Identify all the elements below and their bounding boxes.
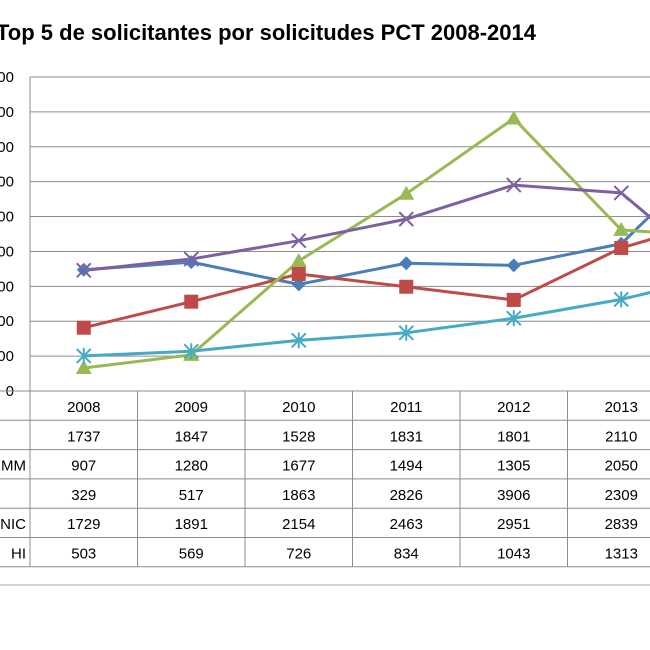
data-point-triangle xyxy=(398,185,415,200)
data-point-square xyxy=(399,279,414,294)
data-point-x xyxy=(506,177,522,193)
table-cell: 1313 xyxy=(605,546,638,563)
table-cell: 2110 xyxy=(605,428,637,445)
series-label: MM xyxy=(1,458,26,475)
y-tick-label: 3000 xyxy=(0,174,14,191)
data-point-star xyxy=(506,310,522,327)
table-cell: 2050 xyxy=(605,458,638,475)
data-point-x xyxy=(613,185,629,201)
data-point-square xyxy=(291,266,306,281)
table-cell: 2154 xyxy=(282,516,315,533)
data-point-square xyxy=(614,240,629,255)
data-point-diamond xyxy=(184,255,199,270)
y-tick-label: 500 xyxy=(0,348,14,365)
data-point-diamond xyxy=(399,256,414,271)
table-cell: 2826 xyxy=(390,487,423,504)
series-label: NIC xyxy=(0,516,26,533)
data-point-square xyxy=(184,294,199,309)
y-tick-label: 2500 xyxy=(0,209,14,226)
data-point-star xyxy=(291,332,307,349)
table-cell: 1528 xyxy=(282,428,315,445)
series-label: HI xyxy=(11,546,26,563)
table-cell: 1677 xyxy=(282,458,315,475)
x-category-label: 2009 xyxy=(175,399,208,416)
data-point-square xyxy=(76,320,91,335)
table-cell: 1043 xyxy=(497,546,530,563)
data-point-star xyxy=(398,324,414,341)
data-point-triangle xyxy=(505,110,522,125)
table-cell: 907 xyxy=(71,458,96,475)
table-cell: 569 xyxy=(179,546,204,563)
data-point-triangle xyxy=(613,221,630,236)
x-category-label: 2011 xyxy=(390,399,422,416)
x-category-label: 2012 xyxy=(497,399,530,416)
x-category-label: 2008 xyxy=(67,399,100,416)
table-cell: 2951 xyxy=(497,516,530,533)
data-point-diamond xyxy=(506,258,521,273)
table-cell: 503 xyxy=(71,546,96,563)
table-cell: 1863 xyxy=(282,487,315,504)
data-point-star xyxy=(183,343,199,360)
data-point-square xyxy=(506,292,521,307)
table-cell: 329 xyxy=(71,487,96,504)
table-cell: 1729 xyxy=(67,516,100,533)
table-cell: 1494 xyxy=(390,458,423,475)
y-tick-label: 2000 xyxy=(0,243,14,260)
data-point-triangle xyxy=(290,253,307,268)
x-category-label: 2013 xyxy=(605,399,638,416)
y-tick-label: 1000 xyxy=(0,313,14,330)
x-category-label: 2010 xyxy=(282,399,315,416)
table-cell: 1831 xyxy=(390,428,423,445)
y-tick-label: 1500 xyxy=(0,278,14,295)
data-point-triangle xyxy=(75,360,92,375)
table-cell: 2839 xyxy=(605,516,638,533)
y-tick-label: 4500 xyxy=(0,69,14,86)
table-cell: 1305 xyxy=(497,458,530,475)
data-point-x xyxy=(76,262,92,279)
data-point-star xyxy=(613,291,629,308)
table-cell: 834 xyxy=(394,546,419,563)
y-tick-label: 3500 xyxy=(0,139,14,156)
table-cell: 1280 xyxy=(175,458,208,475)
series-line xyxy=(83,183,650,272)
table-cell: 2463 xyxy=(390,516,423,533)
data-point-x xyxy=(291,232,307,249)
table-cell: 3906 xyxy=(497,487,530,504)
data-point-x xyxy=(398,211,414,227)
table-cell: 726 xyxy=(286,546,311,563)
chart-title: Top 5 de solicitantes por solicitudes PC… xyxy=(0,20,536,45)
table-cell: 1891 xyxy=(175,516,208,533)
series-line xyxy=(83,116,650,370)
table-cell: 1801 xyxy=(497,428,530,445)
table-cell: 1847 xyxy=(175,428,208,445)
table-cell: 2309 xyxy=(605,487,638,504)
table-cell: 1737 xyxy=(67,428,100,445)
data-point-x xyxy=(183,251,199,267)
data-point-star xyxy=(76,347,92,364)
table-cell: 517 xyxy=(179,487,204,504)
